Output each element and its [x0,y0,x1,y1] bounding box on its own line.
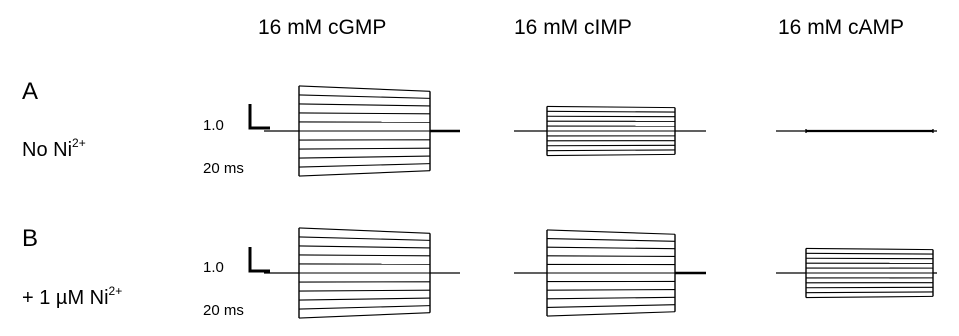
panel-b-condition-superscript: 2+ [108,284,123,298]
panel-b-condition: + 1 µM Ni2+ [22,284,122,310]
column-header-camp: 16 mM cAMP [778,16,905,39]
panel-a-condition-text: No Ni [22,139,73,161]
panel-a-scale-amplitude-label: 1.0 [203,117,224,134]
panel-a-letter: A [22,78,39,105]
sweep-9 [298,305,431,310]
sweep-2 [546,246,676,250]
sweep-8 [546,296,676,300]
column-header-cimp: 16 mM cIMP [514,16,632,39]
sweep-0 [546,229,676,235]
panel-b-condition-text: + 1 µM Ni [22,287,109,309]
sweep-2 [298,103,431,107]
trace-family-0-1 [514,105,706,157]
sweep-3 [298,112,431,115]
sweep-9 [805,291,934,294]
sweep-7 [546,288,676,291]
sweep-9 [546,149,676,152]
sweep-1 [805,252,934,255]
panel-a-condition: No Ni2+ [22,136,86,162]
panel-a-scale-time-label: 20 ms [203,160,244,177]
sweep-3 [298,254,431,257]
sweep-9 [298,163,431,168]
sweep-2 [298,245,431,249]
sweep-10 [298,170,431,177]
sweep-8 [298,297,431,301]
sweep-10 [805,295,934,299]
sweep-7 [298,289,431,292]
sweep-0 [546,105,676,109]
trace-family-0-0 [264,85,460,177]
panel-a-scale-bar [248,104,270,130]
panel-b-scale-time-label: 20 ms [203,302,244,319]
sweep-0 [298,227,431,234]
trace-family-1-2 [776,247,937,299]
sweep-1 [298,236,431,241]
column-header-cgmp: 16 mM cGMP [258,16,387,39]
sweep-10 [546,153,676,157]
panel-b-letter: B [22,225,39,252]
panel-a-condition-superscript: 2+ [72,136,86,150]
sweep-10 [298,312,431,319]
sweep-0 [805,247,934,251]
panel-b-scale-bar [248,247,270,273]
trace-family-1-0 [264,227,460,319]
sweep-7 [298,147,431,150]
panel-b-scale-amplitude-label: 1.0 [203,259,224,276]
sweep-3 [546,255,676,258]
trace-family-1-1 [514,229,706,317]
sweep-0 [298,85,431,92]
sweep-1 [546,110,676,113]
trace-family-0-2 [776,129,937,133]
traces-layer [264,85,937,319]
sweep-1 [546,238,676,242]
sweep-9 [546,304,676,308]
sweep-8 [298,155,431,159]
sweep-1 [298,94,431,99]
sweep-10 [546,311,676,317]
